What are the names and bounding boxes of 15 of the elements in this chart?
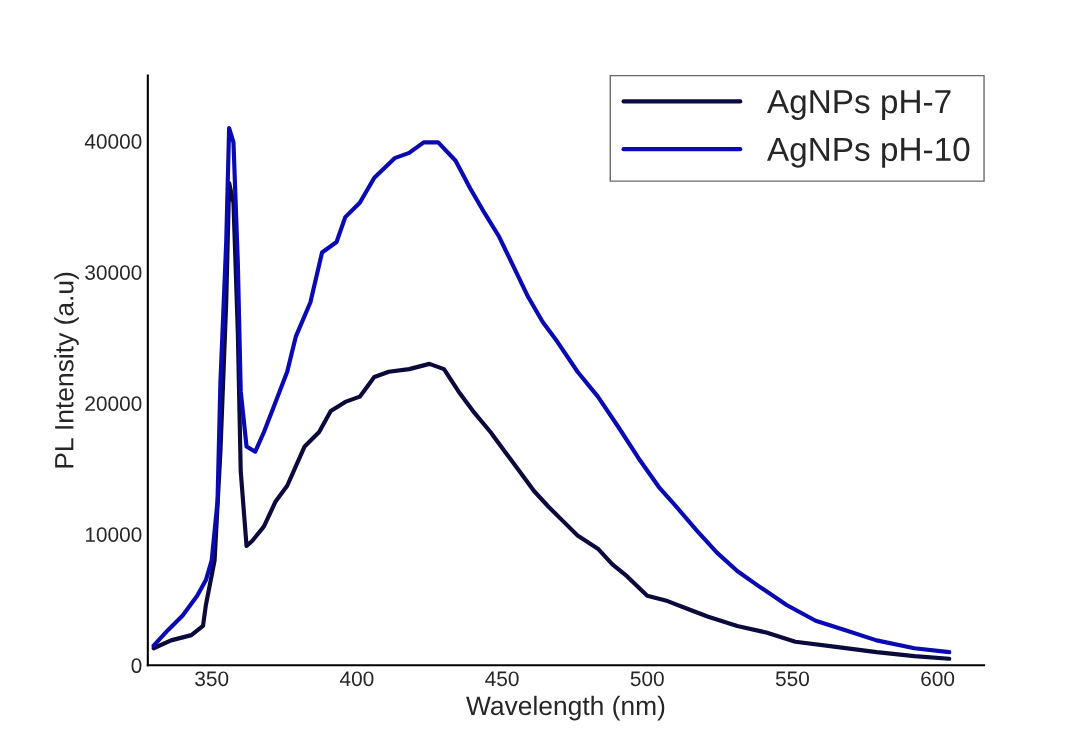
x-tick-label: 400 [339,671,374,687]
y-axis-title: PL Intensity (a.u) [54,272,79,468]
y-tick-label: 20000 [85,396,142,411]
legend-label: AgNPs pH-7 [767,90,951,121]
legend-label: AgNPs pH-10 [767,137,970,168]
y-tick-label: 30000 [85,265,142,280]
x-tick-label: 500 [630,671,664,687]
x-axis-title: Wavelength (nm) [466,695,665,721]
x-tick-label: 600 [921,671,955,687]
x-tick-label: 350 [195,671,229,687]
y-tick-label: 40000 [84,134,142,149]
x-tick-label: 450 [485,671,519,687]
x-tick-label: 550 [775,671,809,687]
y-tick-label: 10000 [85,527,142,542]
y-tick-label: 0 [131,658,142,674]
